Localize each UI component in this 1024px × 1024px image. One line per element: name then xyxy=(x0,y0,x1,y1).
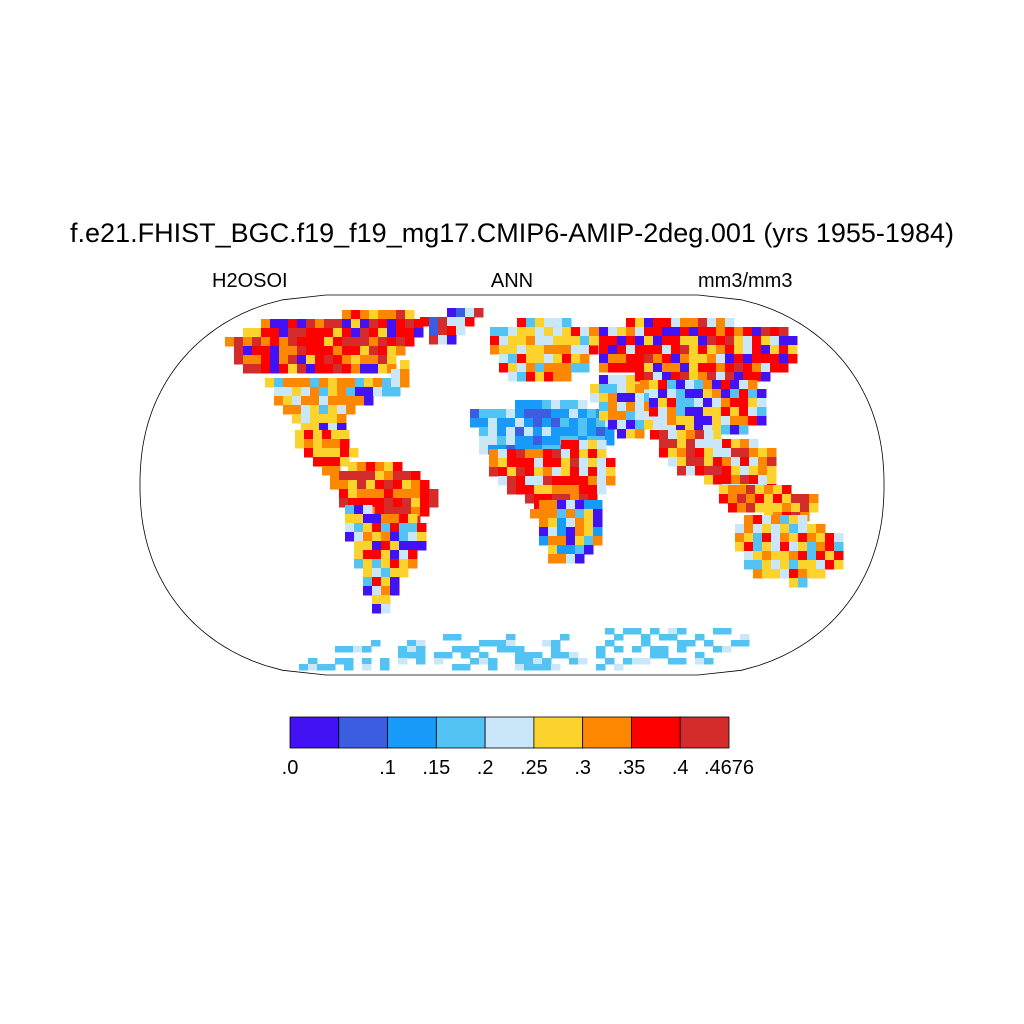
colorbar-box xyxy=(289,716,340,749)
land-region-greenland xyxy=(420,308,484,345)
colorbar-box xyxy=(533,716,584,749)
colorbar-tick-label: .3 xyxy=(574,757,591,779)
land-region-india-se-asia xyxy=(650,430,777,503)
colorbar-box xyxy=(679,716,730,749)
colorbar-tick-label: .1 xyxy=(379,757,396,779)
colorbar-box xyxy=(338,716,388,749)
variable-label: H2OSOI xyxy=(212,270,288,292)
colorbar-tick-label: .4676 xyxy=(703,757,755,779)
units-label: mm3/mm3 xyxy=(698,270,793,292)
land-region-north-america-mid xyxy=(265,360,410,433)
colorbar-box xyxy=(435,716,486,749)
map-title: f.e21.FHIST_BGC.f19_f19_mg17.CMIP6-AMIP-… xyxy=(70,218,954,248)
land-region-central-america xyxy=(295,430,359,476)
colorbar-box xyxy=(582,716,632,749)
land-region-antarctica xyxy=(299,628,750,671)
colorbar-box xyxy=(484,716,535,749)
colorbar-tick-label: .25 xyxy=(519,757,548,779)
colorbar-tick-label: .15 xyxy=(422,757,451,779)
season-label: ANN xyxy=(490,270,534,292)
land-region-australia xyxy=(735,515,844,588)
land-region-north-america-north xyxy=(225,310,424,374)
land-region-south-africa xyxy=(530,500,603,564)
colorbar-tick-label: .0 xyxy=(281,757,299,779)
map-outline xyxy=(139,294,885,676)
colorbar-box xyxy=(387,716,437,749)
land-field xyxy=(225,308,844,671)
colorbar-tick-label: .2 xyxy=(476,757,494,779)
land-region-south-america-south xyxy=(345,505,427,614)
land-region-central-africa xyxy=(489,440,616,513)
colorbar-tick-label: .35 xyxy=(617,757,646,779)
land-region-europe xyxy=(490,318,599,382)
colorbar-box xyxy=(631,716,681,749)
land-region-central-asia xyxy=(640,380,767,444)
colorbar-tick-label: .4 xyxy=(671,757,689,779)
land-region-siberia xyxy=(590,318,798,382)
